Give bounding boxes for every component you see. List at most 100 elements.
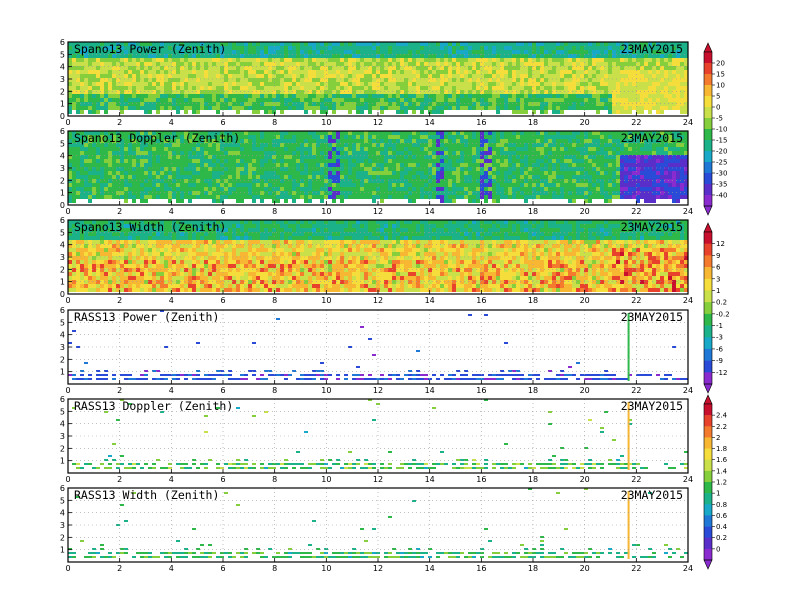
heatmap-cell — [224, 94, 228, 98]
heatmap-cell — [300, 82, 304, 86]
heatmap-cell — [68, 62, 72, 66]
heatmap-cell — [484, 167, 488, 171]
heatmap-cell — [476, 102, 480, 106]
heatmap-cell — [172, 62, 176, 66]
heatmap-cell — [156, 66, 160, 70]
heatmap-cell — [564, 66, 568, 70]
heatmap-cell — [416, 187, 420, 191]
heatmap-cell — [252, 74, 256, 78]
heatmap-cell — [656, 70, 660, 74]
heatmap-cell — [480, 143, 484, 147]
heatmap-cell — [324, 94, 328, 98]
heatmap-cell — [116, 159, 120, 163]
heatmap-cell — [132, 90, 136, 94]
heatmap-cell — [604, 82, 608, 86]
heatmap-cell — [648, 54, 652, 58]
heatmap-cell — [584, 58, 588, 62]
heatmap-cell — [380, 147, 384, 151]
heatmap-cell — [424, 98, 428, 102]
heatmap-cell — [96, 78, 100, 82]
heatmap-cell — [624, 94, 628, 98]
heatmap-cell — [88, 191, 92, 195]
heatmap-cell — [528, 82, 532, 86]
heatmap-cell — [228, 183, 232, 187]
heatmap-cell — [140, 42, 144, 46]
heatmap-cell — [644, 62, 648, 66]
heatmap-cell — [624, 74, 628, 78]
heatmap-cell — [264, 86, 268, 90]
heatmap-cell — [432, 175, 436, 179]
heatmap-cell — [628, 42, 632, 46]
heatmap-cell — [344, 50, 348, 54]
heatmap-cell — [332, 110, 336, 114]
heatmap-cell — [404, 46, 408, 50]
heatmap-cell — [352, 179, 356, 183]
heatmap-cell — [652, 94, 656, 98]
heatmap-cell — [220, 82, 224, 86]
heatmap-cell — [284, 151, 288, 155]
heatmap-cell — [148, 171, 152, 175]
heatmap-cell — [240, 54, 244, 58]
heatmap-cell — [396, 110, 400, 114]
heatmap-cell — [308, 42, 312, 46]
heatmap-cell — [208, 135, 212, 139]
heatmap-cell — [516, 90, 520, 94]
heatmap-cell — [116, 175, 120, 179]
heatmap-cell — [156, 167, 160, 171]
heatmap-cell — [424, 50, 428, 54]
heatmap-cell — [488, 159, 492, 163]
heatmap-cell — [400, 183, 404, 187]
heatmap-cell — [568, 74, 572, 78]
heatmap-cell — [336, 183, 340, 187]
heatmap-cell — [188, 98, 192, 102]
heatmap-cell — [292, 151, 296, 155]
heatmap-cell — [548, 86, 552, 90]
heatmap-cell — [500, 46, 504, 50]
heatmap-cell — [572, 131, 576, 135]
heatmap-cell — [312, 90, 316, 94]
heatmap-cell — [256, 106, 260, 110]
heatmap-cell — [448, 90, 452, 94]
heatmap-cell — [604, 78, 608, 82]
heatmap-cell — [492, 86, 496, 90]
heatmap-cell — [640, 50, 644, 54]
heatmap-cell — [172, 187, 176, 191]
heatmap-cell — [212, 106, 216, 110]
heatmap-cell — [328, 167, 332, 171]
heatmap-cell — [496, 135, 500, 139]
heatmap-cell — [332, 70, 336, 74]
heatmap-cell — [196, 175, 200, 179]
heatmap-cell — [664, 70, 668, 74]
heatmap-cell — [516, 106, 520, 110]
heatmap-cell — [448, 106, 452, 110]
heatmap-cell — [604, 62, 608, 66]
heatmap-cell — [332, 62, 336, 66]
heatmap-cell — [300, 62, 304, 66]
heatmap-cell — [388, 66, 392, 70]
heatmap-cell — [384, 179, 388, 183]
y-tick-label: 2 — [60, 87, 65, 96]
heatmap-cell — [244, 106, 248, 110]
heatmap-cell — [644, 86, 648, 90]
heatmap-cell — [244, 183, 248, 187]
heatmap-cell — [420, 195, 424, 199]
heatmap-cell — [252, 135, 256, 139]
heatmap-cell — [184, 54, 188, 58]
heatmap-cell — [580, 175, 584, 179]
heatmap-cell — [552, 163, 556, 167]
heatmap-cell — [320, 171, 324, 175]
heatmap-cell — [396, 70, 400, 74]
heatmap-cell — [664, 102, 668, 106]
heatmap-cell — [472, 90, 476, 94]
heatmap-cell — [360, 195, 364, 199]
heatmap-cell — [500, 106, 504, 110]
heatmap-cell — [152, 147, 156, 151]
heatmap-cell — [440, 90, 444, 94]
heatmap-cell — [376, 151, 380, 155]
heatmap-cell — [392, 155, 396, 159]
heatmap-cell — [188, 155, 192, 159]
heatmap-cell — [636, 86, 640, 90]
heatmap-cell — [72, 179, 76, 183]
heatmap-cell — [244, 90, 248, 94]
heatmap-cell — [144, 151, 148, 155]
